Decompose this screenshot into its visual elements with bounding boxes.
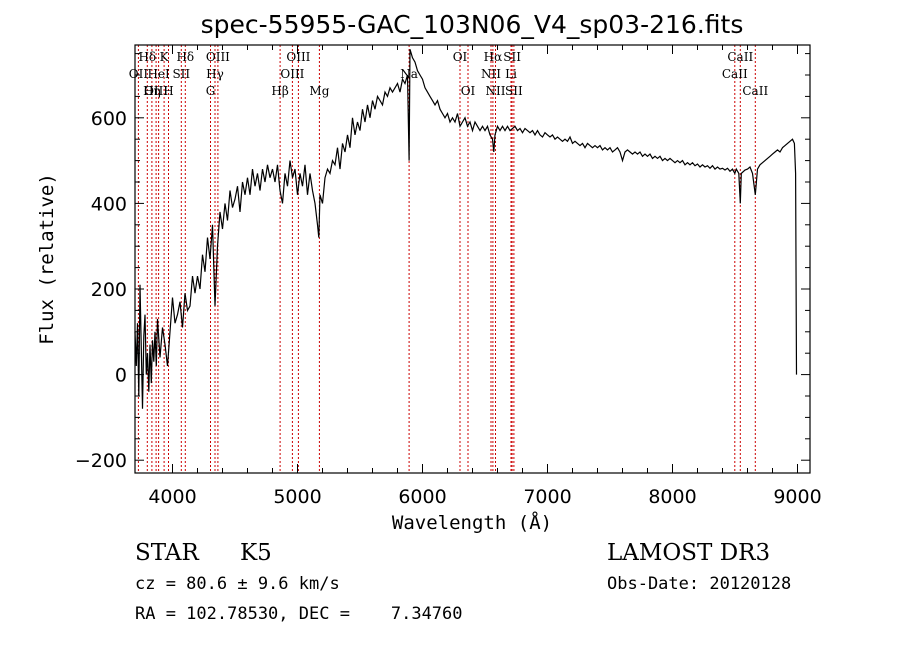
line-marker-label: Li (505, 67, 517, 81)
line-marker-label: Hδ (176, 50, 194, 64)
line-marker-label: NII (486, 84, 506, 98)
line-marker-label: OIII (286, 50, 310, 64)
y-axis-label: Flux (relative) (36, 173, 58, 345)
line-marker-label: HeI (147, 67, 170, 81)
x-axis-ticks: 4000 5000 6000 7000 8000 9000 (148, 45, 822, 508)
line-marker-label: Hβ (271, 84, 288, 98)
line-marker-label: Hη (143, 84, 161, 98)
line-marker-label: CaII (727, 50, 753, 64)
redshift-velocity: cz = 80.6 ± 9.6 km/s (135, 574, 340, 594)
x-tick-label: 7000 (523, 486, 571, 508)
y-tick-label: −200 (75, 450, 127, 472)
line-marker-label: OIII (280, 67, 304, 81)
x-tick-label: 6000 (398, 486, 446, 508)
x-tick-label: 8000 (648, 486, 696, 508)
line-marker-label: G (206, 84, 216, 98)
x-axis-label: Wavelength (Å) (392, 511, 552, 534)
line-marker-label: SII (172, 67, 190, 81)
line-marker-label: OI (453, 50, 468, 64)
chart-title: spec-55955-GAC_103N06_V4_sp03-216.fits (201, 10, 744, 39)
object-subclass: K5 (240, 540, 272, 566)
line-marker-label: Hγ (206, 67, 224, 81)
x-tick-label: 4000 (148, 486, 196, 508)
line-marker-label: OIII (206, 50, 230, 64)
y-tick-label: 400 (91, 193, 127, 215)
spectrum-line (134, 49, 798, 409)
line-marker-label: Hδ (138, 50, 156, 64)
line-marker-label: OII (129, 67, 149, 81)
coordinates: RA = 102.78530, DEC = 7.34760 (135, 604, 463, 624)
line-marker-label: SII (503, 50, 521, 64)
spectrum-chart: spec-55955-GAC_103N06_V4_sp03-216.fits H… (36, 10, 822, 534)
line-marker-label: Hα (484, 50, 503, 64)
line-marker-label: OI (461, 84, 476, 98)
y-tick-label: 0 (115, 365, 127, 387)
survey-name: LAMOST DR3 (607, 540, 771, 566)
y-tick-label: 200 (91, 279, 127, 301)
line-marker-label: CaII (722, 67, 748, 81)
line-marker-label: H (163, 84, 173, 98)
line-marker-label: Na (400, 67, 418, 81)
line-marker-label: Mg (309, 84, 329, 98)
x-tick-label: 9000 (773, 486, 821, 508)
line-marker-label: OIII (144, 84, 168, 98)
observation-date: Obs-Date: 20120128 (607, 574, 792, 594)
line-marker-label: K (160, 50, 170, 64)
y-tick-label: 600 (91, 108, 127, 130)
line-marker-label: CaII (742, 84, 768, 98)
line-marker-label: SII (505, 84, 523, 98)
y-axis-ticks: −200 0 200 400 600 (75, 53, 810, 472)
object-class: STAR (135, 540, 199, 566)
plot-frame (134, 44, 811, 474)
spectral-line-markers (137, 45, 756, 473)
line-marker-label: NII (481, 67, 501, 81)
x-tick-label: 5000 (273, 486, 321, 508)
